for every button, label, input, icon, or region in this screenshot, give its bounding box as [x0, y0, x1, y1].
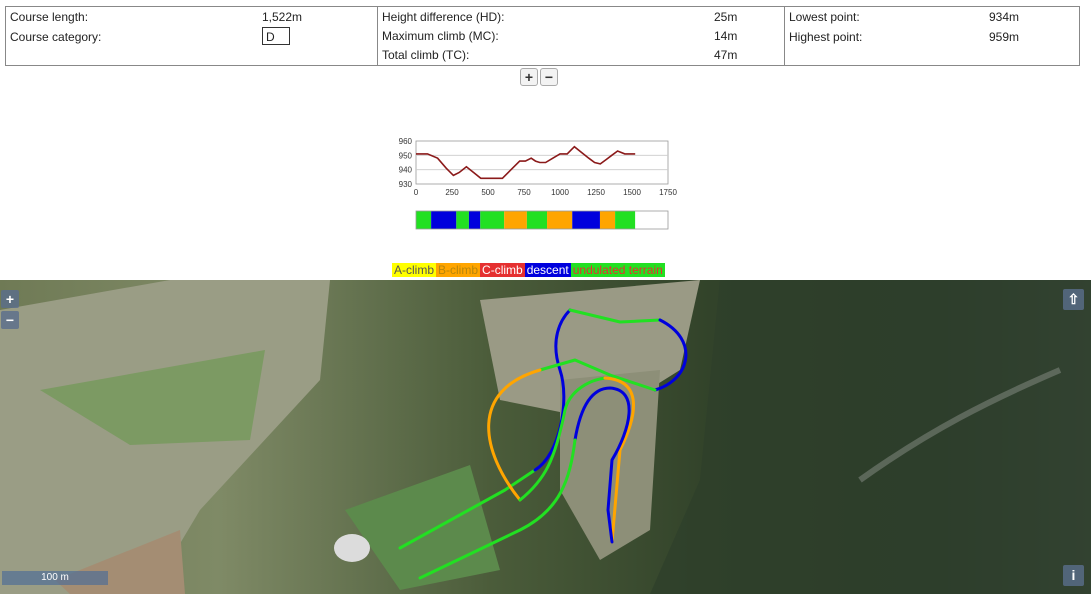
max-climb-value: 14m: [714, 29, 738, 43]
legend-c-climb: C-climb: [480, 263, 525, 277]
max-climb-row: Maximum climb (MC): 14m: [382, 26, 780, 46]
legend-b-climb: B-climb: [436, 263, 481, 277]
elevation-x-tick-label: 750: [517, 188, 531, 197]
highest-point-value: 959m: [989, 30, 1020, 44]
track-climb-1: [487, 368, 542, 502]
legend-undulated: undulated terrain: [570, 263, 665, 277]
elevation-x-tick-label: 1750: [659, 188, 677, 197]
terrain-bar-segment-climb-b: [547, 211, 573, 229]
track-segment-3: [538, 358, 657, 392]
chart-zoom-in-button[interactable]: +: [520, 68, 538, 86]
total-climb-row: Total climb (TC): 47m: [382, 45, 780, 65]
max-climb-label: Maximum climb (MC):: [382, 29, 499, 43]
course-length-value: 1,522m: [262, 10, 303, 24]
stats-column-2: Height difference (HD): 25m Maximum clim…: [377, 7, 784, 65]
fullscreen-icon[interactable]: ⇧: [1063, 289, 1084, 310]
terrain-bar-segment-undulated: [416, 211, 432, 229]
terrain-bar-segment-undulated: [456, 211, 469, 229]
map-zoom-in-button[interactable]: +: [1, 290, 19, 308]
info-icon[interactable]: i: [1063, 565, 1084, 586]
terrain-bar-segment-descent: [468, 211, 481, 229]
height-diff-row: Height difference (HD): 25m: [382, 7, 780, 27]
forest: [650, 280, 1091, 594]
elevation-y-tick-label: 950: [399, 151, 413, 160]
elevation-x-tick-label: 1000: [551, 188, 569, 197]
terrain-bar-segment-descent: [431, 211, 457, 229]
elevation-x-tick-label: 250: [445, 188, 459, 197]
quarry-area: [560, 370, 660, 560]
round-building: [334, 534, 370, 562]
track-climb-2: [603, 376, 635, 544]
legend-a-climb: A-climb: [392, 263, 437, 277]
chart-zoom-controls: + −: [520, 68, 558, 86]
total-climb-label: Total climb (TC):: [382, 48, 470, 62]
lowest-point-value: 934m: [989, 10, 1020, 24]
terrain-bar-segment-descent: [572, 211, 600, 229]
elevation-grid: [415, 140, 669, 185]
highest-point-row: Highest point: 959m: [789, 27, 1075, 47]
height-diff-label: Height difference (HD):: [382, 10, 505, 24]
elevation-profile-chart: 960 950 940 930 0 250 500 750 1000 1250 1500 1750: [399, 137, 678, 230]
track-segment-4: [518, 376, 607, 502]
elevation-y-ticks: 960 950 940 930: [399, 137, 413, 189]
elevation-x-ticks: 0 250 500 750 1000 1250 1500 1750: [414, 188, 678, 197]
course-length-row: Course length: 1,522m: [10, 7, 373, 27]
track-descent-3: [573, 386, 631, 544]
course-map[interactable]: + − ⇧ i 100 m: [0, 280, 1091, 594]
course-category-value: D: [262, 27, 290, 45]
track-segment-finish: [418, 438, 577, 580]
map-imagery: [0, 280, 1091, 594]
terrain-legend: A-climb B-climb C-climb descent undulate…: [392, 263, 665, 277]
elevation-series-line: [416, 145, 636, 180]
highest-point-label: Highest point:: [789, 30, 863, 44]
map-zoom-out-button[interactable]: −: [1, 311, 19, 329]
track-segment-2: [568, 308, 662, 324]
terrain-bar-segment-undulated: [480, 211, 505, 229]
elevation-x-tick-label: 500: [481, 188, 495, 197]
course-category-row: Course category: D: [10, 27, 373, 47]
lowest-point-row: Lowest point: 934m: [789, 7, 1075, 27]
terrain-bar-segment-climb-b: [599, 211, 616, 229]
track-descent-2: [653, 318, 688, 392]
course-length-label: Course length:: [10, 10, 89, 24]
terrain-type-bar: [415, 210, 669, 230]
total-climb-value: 47m: [714, 48, 738, 62]
track-descent-1: [533, 308, 572, 472]
terrain-bar-segment-undulated: [526, 211, 548, 229]
elevation-x-tick-label: 1500: [623, 188, 641, 197]
elevation-x-tick-label: 1250: [587, 188, 605, 197]
sports-field: [345, 465, 500, 590]
map-scale-bar: 100 m: [2, 571, 108, 585]
elevation-y-tick-label: 930: [399, 180, 413, 189]
track-segment-start: [398, 468, 537, 550]
riverbed: [858, 367, 1062, 483]
course-category-label: Course category:: [10, 30, 102, 44]
legend-descent: descent: [524, 263, 571, 277]
stats-column-1: Course length: 1,522m Course category: D: [6, 7, 377, 65]
stats-column-3: Lowest point: 934m Highest point: 959m: [784, 7, 1079, 65]
terrain-bar-frame: [415, 210, 669, 230]
elevation-y-tick-label: 940: [399, 166, 413, 175]
terrain-bar-segment-none: [635, 211, 668, 229]
course-track: [398, 308, 688, 580]
elevation-y-tick-label: 960: [399, 137, 413, 146]
course-stats-table: Course length: 1,522m Course category: D…: [5, 6, 1080, 66]
height-diff-value: 25m: [714, 10, 738, 24]
terrain-bar-segment-undulated: [615, 211, 636, 229]
lowest-point-label: Lowest point:: [789, 10, 860, 24]
terrain-bar-segment-climb-b: [504, 211, 527, 229]
ski-jump-slope: [40, 350, 265, 445]
chart-zoom-out-button[interactable]: −: [540, 68, 558, 86]
elevation-x-tick-label: 0: [414, 188, 419, 197]
